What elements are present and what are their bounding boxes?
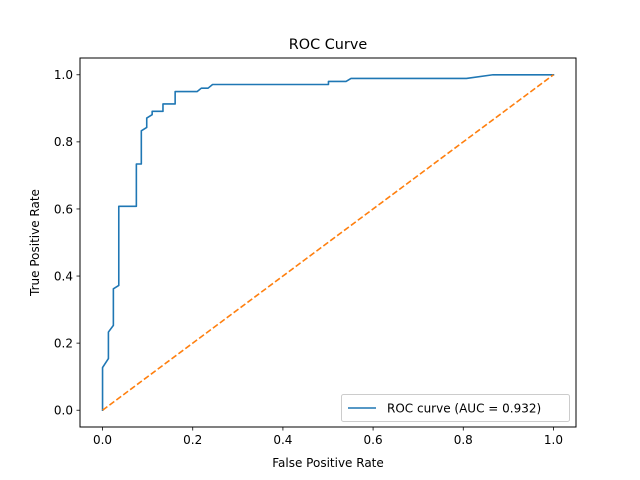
y-tick-label: 0.4 — [54, 269, 73, 283]
x-tick-label: 0.2 — [183, 433, 202, 447]
chart-title: ROC Curve — [289, 37, 368, 53]
y-tick-label: 0.6 — [54, 202, 73, 216]
y-axis-ticks: 0.0 0.2 0.4 0.6 0.8 1.0 — [54, 68, 80, 418]
y-tick-label: 1.0 — [54, 68, 73, 82]
x-axis-label: False Positive Rate — [272, 456, 384, 470]
y-tick-label: 0.2 — [54, 336, 73, 350]
y-tick-label: 0.0 — [54, 404, 73, 418]
legend-box — [341, 394, 570, 422]
x-tick-label: 1.0 — [544, 433, 563, 447]
x-tick-label: 0.8 — [454, 433, 473, 447]
legend-label-roc: ROC curve (AUC = 0.932) — [387, 402, 541, 416]
series-layer — [101, 73, 555, 412]
y-axis-label: True Positive Rate — [28, 189, 42, 297]
y-tick-label: 0.8 — [54, 135, 73, 149]
series-line-chance-diagonal — [102, 74, 554, 411]
x-tick-label: 0.0 — [93, 433, 112, 447]
axes-frame — [79, 57, 577, 428]
x-tick-label: 0.4 — [273, 433, 292, 447]
x-axis-ticks: 0.0 0.2 0.4 0.6 0.8 1.0 — [93, 427, 563, 447]
x-tick-label: 0.6 — [364, 433, 383, 447]
legend: ROC curve (AUC = 0.932) — [341, 394, 570, 422]
series-line-roc-curve — [101, 73, 555, 412]
